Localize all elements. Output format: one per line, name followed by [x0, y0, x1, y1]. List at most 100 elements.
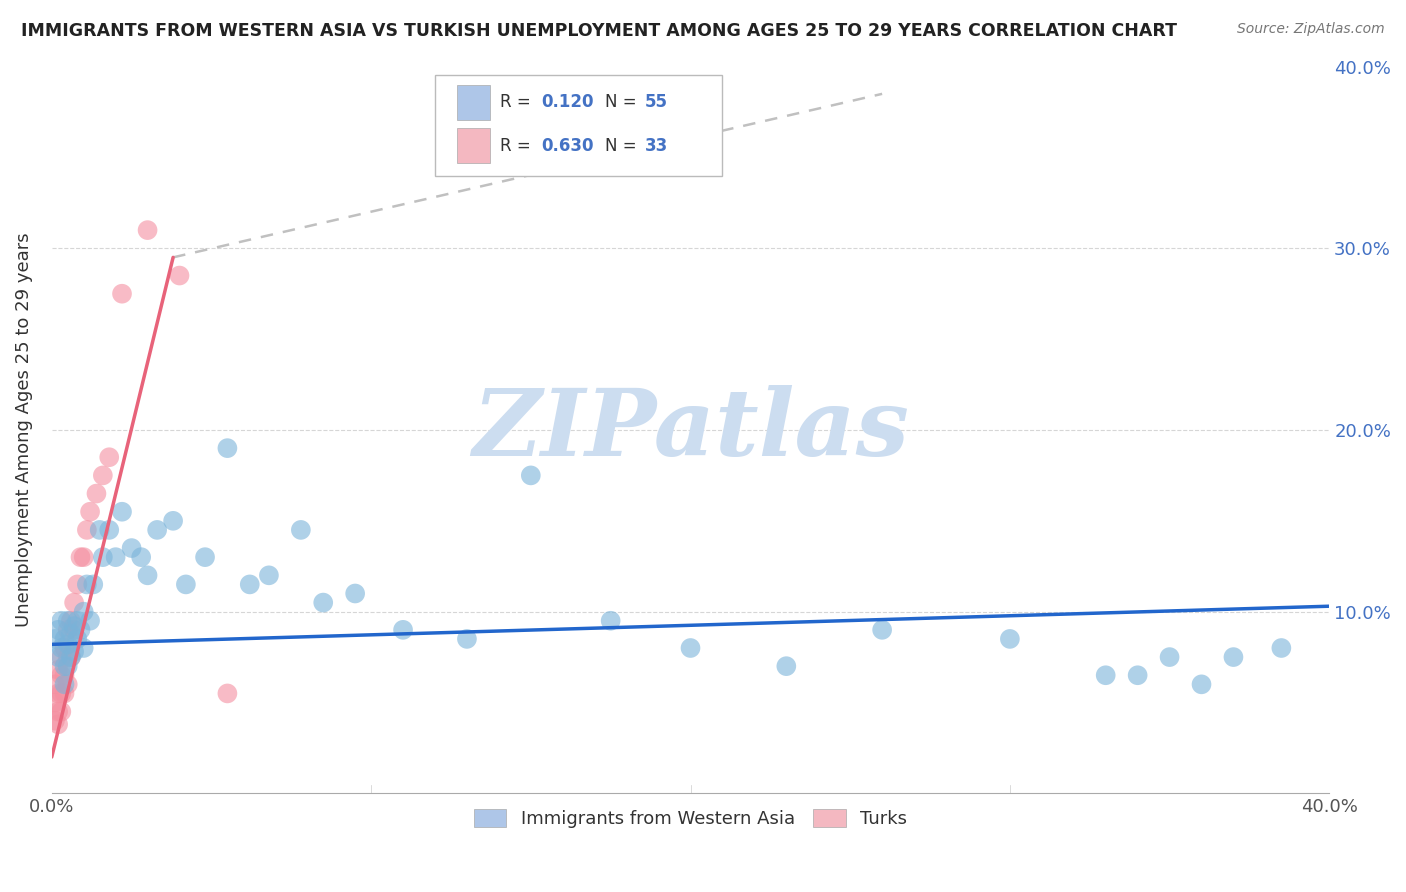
Text: 55: 55	[644, 93, 668, 112]
Text: N =: N =	[605, 137, 641, 155]
Point	[129, 550, 152, 565]
Point	[121, 541, 143, 555]
Text: Source: ZipAtlas.com: Source: ZipAtlas.com	[1237, 22, 1385, 37]
Point	[69, 623, 91, 637]
Point	[91, 468, 114, 483]
Point	[1159, 650, 1181, 665]
FancyBboxPatch shape	[434, 75, 723, 176]
Point	[136, 223, 159, 237]
Point	[239, 577, 262, 591]
Point	[51, 640, 73, 655]
Point	[44, 632, 66, 646]
Point	[104, 550, 127, 565]
Point	[46, 650, 69, 665]
Point	[56, 659, 79, 673]
Point	[312, 596, 335, 610]
Text: 0.120: 0.120	[541, 93, 593, 112]
Point	[1270, 640, 1292, 655]
Y-axis label: Unemployment Among Ages 25 to 29 years: Unemployment Among Ages 25 to 29 years	[15, 233, 32, 627]
Point	[98, 450, 121, 465]
Point	[53, 686, 76, 700]
Point	[392, 623, 415, 637]
Point	[79, 505, 101, 519]
Point	[59, 650, 82, 665]
Point	[53, 659, 76, 673]
Text: IMMIGRANTS FROM WESTERN ASIA VS TURKISH UNEMPLOYMENT AMONG AGES 25 TO 29 YEARS C: IMMIGRANTS FROM WESTERN ASIA VS TURKISH …	[21, 22, 1177, 40]
Point	[136, 568, 159, 582]
Point	[217, 686, 239, 700]
Legend: Immigrants from Western Asia, Turks: Immigrants from Western Asia, Turks	[467, 801, 914, 835]
Point	[51, 686, 73, 700]
Point	[1191, 677, 1213, 691]
Point	[53, 668, 76, 682]
Text: 0.630: 0.630	[541, 137, 593, 155]
Point	[79, 614, 101, 628]
Point	[111, 286, 134, 301]
Point	[146, 523, 169, 537]
Point	[82, 577, 104, 591]
Point	[46, 663, 69, 677]
Text: ZIPatlas: ZIPatlas	[472, 385, 910, 475]
Point	[59, 626, 82, 640]
Point	[775, 659, 797, 673]
Point	[63, 623, 86, 637]
Point	[63, 645, 86, 659]
Point	[679, 640, 702, 655]
Point	[870, 623, 893, 637]
Point	[46, 686, 69, 700]
Point	[44, 677, 66, 691]
Point	[53, 632, 76, 646]
Point	[194, 550, 217, 565]
Point	[66, 577, 89, 591]
Point	[44, 714, 66, 728]
Point	[51, 614, 73, 628]
Point	[290, 523, 312, 537]
Point	[69, 550, 91, 565]
Point	[1222, 650, 1244, 665]
Point	[456, 632, 478, 646]
Point	[91, 550, 114, 565]
Point	[520, 468, 543, 483]
Point	[53, 640, 76, 655]
Point	[66, 614, 89, 628]
Point	[998, 632, 1021, 646]
Point	[44, 696, 66, 710]
Text: N =: N =	[605, 93, 641, 112]
Point	[56, 614, 79, 628]
Point	[56, 623, 79, 637]
Bar	[457, 128, 489, 163]
Point	[1094, 668, 1116, 682]
Point	[111, 505, 134, 519]
Point	[46, 717, 69, 731]
Point	[73, 640, 96, 655]
Point	[56, 677, 79, 691]
Point	[76, 523, 98, 537]
Bar	[457, 85, 489, 120]
Point	[46, 705, 69, 719]
Point	[51, 705, 73, 719]
Point	[73, 550, 96, 565]
Point	[217, 441, 239, 455]
Point	[46, 623, 69, 637]
Point	[51, 668, 73, 682]
Point	[174, 577, 197, 591]
Point	[73, 605, 96, 619]
Point	[66, 632, 89, 646]
Point	[59, 650, 82, 665]
Point	[63, 619, 86, 633]
Text: R =: R =	[501, 93, 536, 112]
Point	[169, 268, 191, 283]
Point	[98, 523, 121, 537]
Text: 33: 33	[644, 137, 668, 155]
Point	[86, 486, 108, 500]
Point	[56, 637, 79, 651]
Point	[162, 514, 184, 528]
Point	[1126, 668, 1149, 682]
Point	[56, 650, 79, 665]
Point	[89, 523, 111, 537]
Point	[76, 577, 98, 591]
Point	[344, 586, 367, 600]
Point	[51, 650, 73, 665]
Point	[53, 677, 76, 691]
Text: R =: R =	[501, 137, 536, 155]
